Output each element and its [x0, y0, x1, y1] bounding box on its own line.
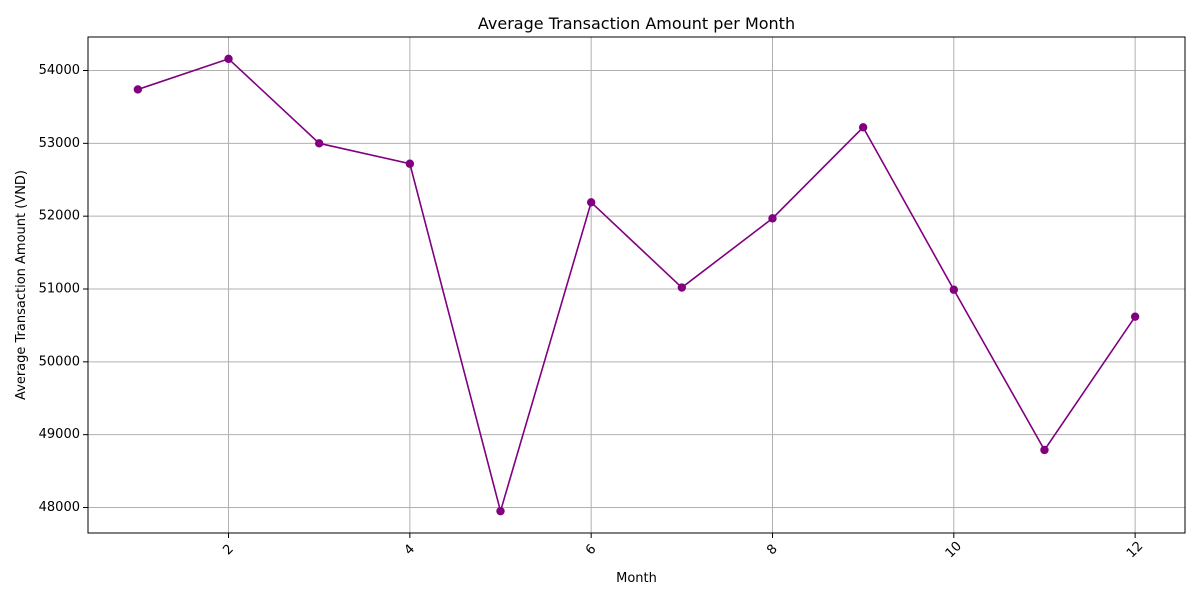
grid — [88, 37, 1185, 533]
x-tick-label: 4 — [402, 542, 418, 558]
data-point — [586, 198, 596, 207]
series-layer — [133, 54, 1140, 516]
y-axis-ticks: 48000 49000 50000 51000 52000 53000 54000 — [39, 63, 88, 515]
y-tick-label: 48000 — [39, 500, 80, 515]
data-point — [405, 159, 415, 168]
data-point — [768, 214, 777, 223]
x-axis-title: Month — [616, 571, 657, 586]
y-axis-title: Average Transaction Amount (VND) — [14, 170, 29, 400]
data-point — [133, 85, 143, 94]
x-tick-label: 8 — [764, 542, 780, 558]
y-tick-label: 51000 — [39, 282, 80, 297]
y-tick-label: 54000 — [39, 63, 80, 78]
x-tick-label: 10 — [943, 539, 965, 561]
data-point — [677, 283, 687, 292]
data-point — [224, 54, 233, 64]
data-point — [1130, 312, 1140, 321]
y-tick-label: 52000 — [39, 209, 80, 224]
y-tick-label: 50000 — [39, 354, 80, 369]
data-point — [496, 506, 505, 516]
x-axis-ticks: 2 4 6 8 10 12 — [220, 533, 1146, 561]
data-point — [858, 123, 868, 132]
x-tick-label: 2 — [220, 542, 236, 558]
plot-area-frame — [87, 36, 1186, 534]
series-line — [137, 57, 1136, 515]
x-tick-label: 12 — [1124, 539, 1146, 561]
y-tick-label: 53000 — [39, 136, 80, 151]
x-tick-label: 6 — [583, 542, 599, 558]
data-point — [1040, 445, 1049, 455]
y-tick-label: 49000 — [39, 427, 80, 442]
data-point — [314, 139, 324, 148]
data-point — [949, 285, 959, 294]
chart-title: Average Transaction Amount per Month — [478, 14, 795, 33]
